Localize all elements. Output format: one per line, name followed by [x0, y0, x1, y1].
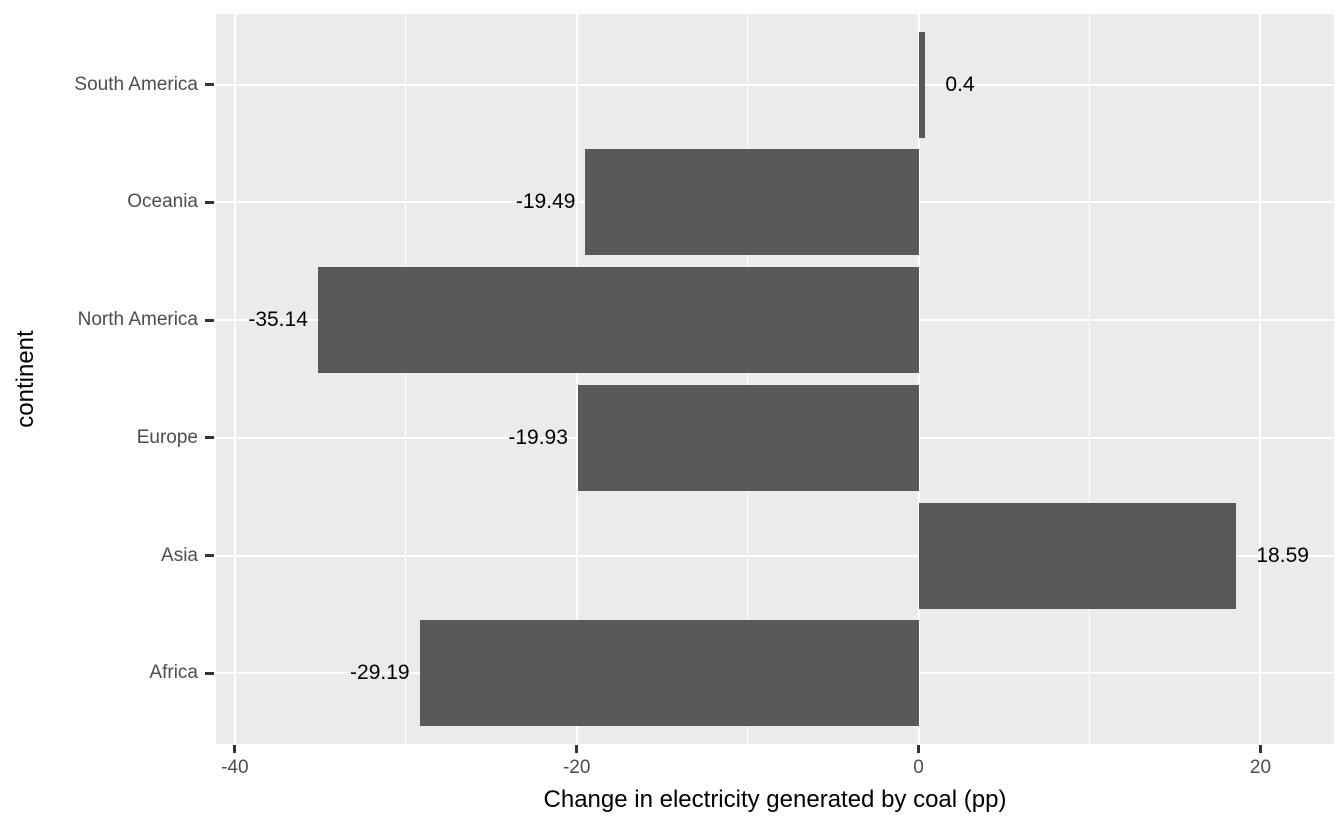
y-tick-mark [205, 200, 214, 204]
x-tick-mark [233, 745, 237, 753]
x-tick-label: 0 [913, 757, 924, 778]
bar [317, 267, 919, 374]
y-tick-label: Asia [161, 544, 198, 566]
bar-value-label: -19.49 [515, 190, 576, 214]
y-tick-label: Oceania [127, 191, 198, 213]
major-gridline [575, 14, 578, 744]
bar [577, 384, 919, 491]
bar-value-label: -29.19 [350, 661, 410, 685]
x-tick-mark [575, 745, 579, 753]
major-gridline [216, 554, 1334, 557]
minor-gridline [747, 14, 749, 744]
x-axis-title: Change in electricity generated by coal … [543, 786, 1007, 813]
x-tick-label: -40 [221, 757, 249, 778]
bar-value-label: -35.14 [248, 308, 308, 332]
y-axis-title: continent [12, 330, 39, 428]
bar-value-label: -19.93 [508, 425, 568, 449]
minor-gridline [1089, 14, 1091, 744]
y-tick-label: North America [77, 309, 198, 331]
bar [419, 620, 919, 727]
major-gridline [1259, 14, 1262, 744]
major-gridline [216, 83, 1334, 86]
y-tick-label: Europe [136, 426, 198, 448]
bar [918, 31, 926, 138]
major-gridline [917, 14, 920, 744]
y-tick-mark [205, 83, 214, 87]
y-tick-label: Africa [149, 662, 198, 684]
minor-gridline [405, 14, 407, 744]
y-tick-mark [205, 318, 214, 322]
y-tick-mark [205, 436, 214, 440]
x-tick-label: -20 [562, 757, 591, 778]
y-tick-label: South America [74, 73, 198, 95]
bar [918, 502, 1237, 609]
x-tick-mark [917, 745, 921, 753]
y-tick-mark [205, 671, 214, 675]
bar-value-label: 18.59 [1256, 543, 1309, 567]
x-tick-mark [1258, 745, 1262, 753]
bar [585, 149, 919, 256]
x-tick-label: 20 [1249, 757, 1272, 778]
bar-value-label: 0.4 [945, 72, 975, 96]
major-gridline [233, 14, 236, 744]
y-tick-mark [205, 554, 214, 558]
plot-panel: 0.4 -19.49 -35.14 -19.93 18.59 -29.19 [216, 14, 1334, 744]
